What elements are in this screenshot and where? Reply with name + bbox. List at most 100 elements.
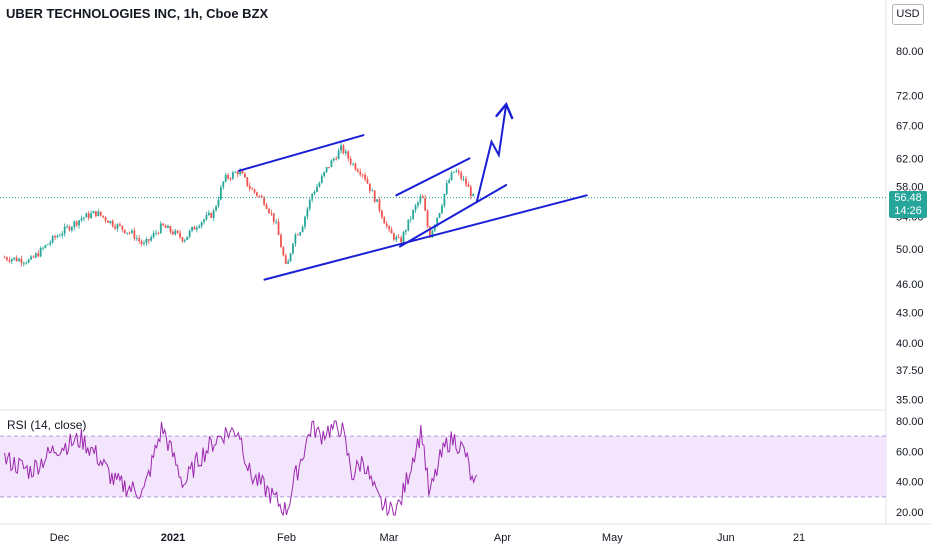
candle-body <box>347 151 350 159</box>
candle-body <box>292 243 294 254</box>
candle-body <box>224 174 227 182</box>
time-tick-label: Jun <box>717 532 735 544</box>
rising-channel-upper-line[interactable] <box>395 157 471 197</box>
candle-body <box>244 173 246 178</box>
candle-body <box>99 211 102 216</box>
candle-body <box>299 232 302 236</box>
candle-body <box>203 219 205 223</box>
candle-body <box>227 174 229 179</box>
candle-body <box>56 235 59 238</box>
candle-body <box>109 220 112 224</box>
candle-body <box>126 232 129 234</box>
candle-body <box>119 224 121 226</box>
candle-body <box>409 218 412 220</box>
candle-body <box>239 170 241 175</box>
candle-body <box>467 184 470 187</box>
candle-body <box>352 163 354 165</box>
candle-body <box>207 212 210 215</box>
candle-body <box>87 213 90 219</box>
candle-body <box>349 158 352 164</box>
candle-body <box>344 151 347 154</box>
candle-body <box>193 227 196 230</box>
candle-body <box>51 236 54 243</box>
candle-body <box>131 230 133 233</box>
candle-body <box>373 190 376 202</box>
candle-body <box>313 191 316 194</box>
candle-body <box>37 253 40 257</box>
rsi-pane[interactable] <box>0 420 886 517</box>
bar-countdown: 14:26 <box>894 205 922 217</box>
candle-body <box>419 196 422 203</box>
candle-body <box>70 227 73 231</box>
candle-body <box>438 213 441 218</box>
candle-body <box>63 226 66 234</box>
candle-body <box>308 199 311 209</box>
candle-body <box>342 145 345 154</box>
price-pane[interactable] <box>0 102 886 281</box>
candle-body <box>210 212 213 218</box>
candle-body <box>256 192 258 196</box>
candle-body <box>102 215 105 218</box>
candle-body <box>414 205 417 211</box>
candle-body <box>123 229 126 234</box>
candle-body <box>397 237 400 238</box>
time-tick-label: Dec <box>50 532 70 544</box>
last-price-value: 56.48 <box>894 192 922 204</box>
candle-body <box>294 234 297 244</box>
currency-button[interactable]: USD <box>892 4 924 25</box>
candle-body <box>253 189 256 193</box>
lower-support-trendline[interactable] <box>263 194 588 281</box>
time-tick-label: 2021 <box>161 532 185 544</box>
candle-body <box>22 262 25 264</box>
candle-body <box>145 239 148 244</box>
candle-body <box>176 230 179 233</box>
candle-body <box>6 257 8 260</box>
candle-body <box>198 226 201 228</box>
upper-channel-trendline[interactable] <box>237 134 365 172</box>
candle-body <box>152 233 155 238</box>
candle-body <box>462 178 465 180</box>
candle-body <box>219 187 222 200</box>
candle-body <box>402 231 405 243</box>
candle-body <box>301 226 304 233</box>
candle-body <box>171 231 174 235</box>
price-tick-label: 50.00 <box>896 244 924 256</box>
candle-body <box>27 259 30 263</box>
candle-body <box>157 232 160 234</box>
candle-body <box>116 224 119 229</box>
candle-body <box>92 211 95 214</box>
candle-body <box>205 214 208 220</box>
candle-body <box>383 217 386 224</box>
candle-body <box>263 197 266 205</box>
candle-body <box>90 213 93 219</box>
candle-body <box>162 223 165 226</box>
candle-body <box>104 217 107 221</box>
candle-body <box>111 220 114 227</box>
symbol-title: UBER TECHNOLOGIES INC, 1h, Cboe BZX <box>6 6 269 21</box>
candle-body <box>318 182 321 187</box>
time-tick-label: Apr <box>494 532 511 544</box>
rsi-tick-label: 60.00 <box>896 446 924 458</box>
candle-body <box>251 188 254 190</box>
candle-body <box>143 243 145 245</box>
time-tick-label: 21 <box>793 532 805 544</box>
candle-body <box>376 199 378 202</box>
candle-body <box>231 172 234 179</box>
projection-arrow-head[interactable] <box>495 102 514 120</box>
candle-body <box>135 238 138 240</box>
rising-channel-lower-line[interactable] <box>399 184 508 248</box>
candle-body <box>121 225 124 230</box>
candle-body <box>20 258 23 264</box>
candle-body <box>147 239 150 241</box>
candle-body <box>328 167 330 168</box>
rsi-indicator-label[interactable]: RSI (14, close) <box>7 418 87 432</box>
candle-body <box>13 257 16 260</box>
candle-body <box>186 236 189 240</box>
candle-body <box>236 172 239 175</box>
projection-arrow[interactable] <box>475 103 508 203</box>
candle-body <box>311 193 314 200</box>
candle-body <box>316 186 318 192</box>
candle-body <box>268 208 270 213</box>
candle-body <box>371 190 374 192</box>
